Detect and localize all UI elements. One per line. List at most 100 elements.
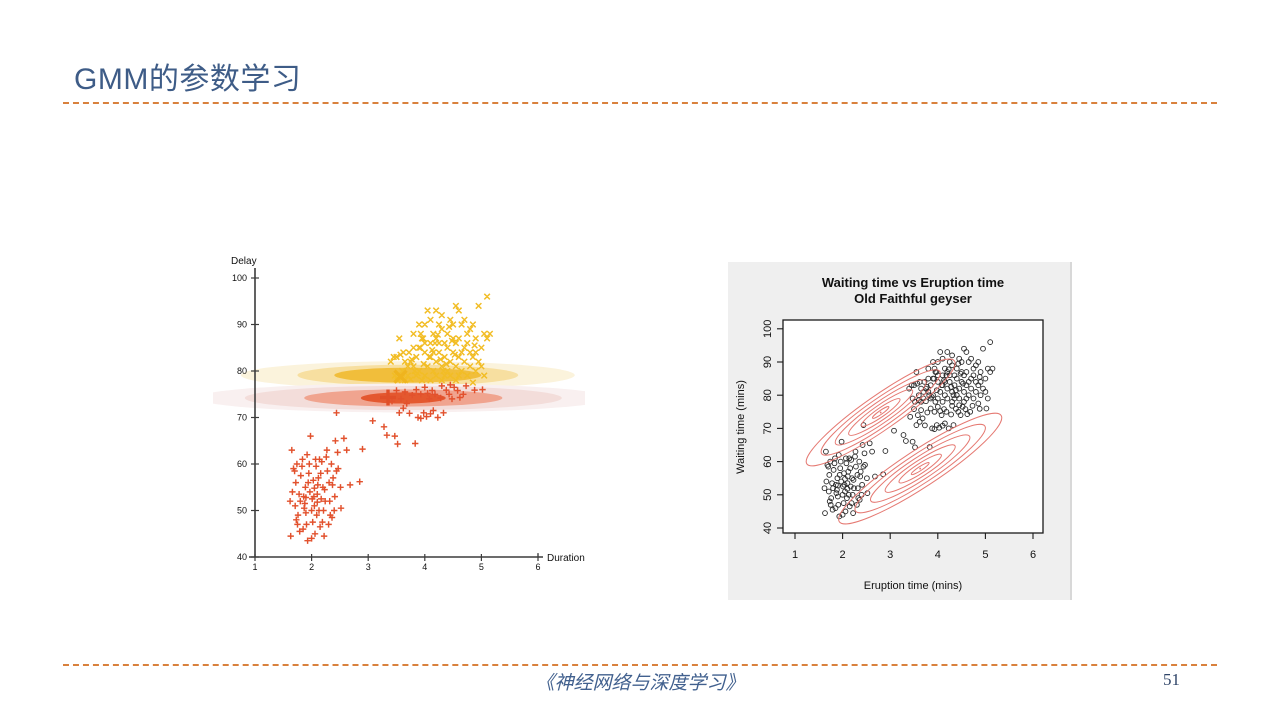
component-1-points-plus [286,381,486,544]
data-point [980,345,986,352]
data-point [977,379,984,385]
data-point [909,438,916,445]
data-point [823,478,830,485]
data-point [840,483,846,490]
old-faithful-chart-panel: Waiting time vs Eruption time Old Faithfu… [728,262,1072,600]
data-point [827,501,834,508]
data-point [927,405,934,412]
contour-ring [898,453,942,484]
data-point [848,500,855,506]
data-point [830,467,837,473]
gaussian-ellipses [213,361,585,413]
data-point [854,472,861,478]
data-point [948,411,954,418]
contour-ring [884,444,956,493]
data-point [977,369,984,375]
data-point [963,369,970,375]
data-point [945,366,952,373]
data-point [864,475,870,482]
data-point [847,483,854,490]
data-point [976,405,983,412]
contour-set-upper [805,358,956,467]
data-point [834,482,841,489]
scatter-points [821,339,996,520]
data-point [982,389,989,395]
y-axis-label: Waiting time (mins) [735,380,747,474]
data-point [951,382,958,389]
data-point [937,349,944,355]
data-point [953,375,960,382]
data-point [891,427,897,434]
data-point [956,402,963,409]
data-point [861,450,868,457]
data-point [859,442,866,448]
data-point [821,485,828,492]
data-point [862,462,868,468]
data-point [973,389,979,395]
title-divider-dashed-line [63,102,1217,104]
data-point [939,398,946,405]
gaussian-component-1-red-mean-marker [380,389,397,406]
gaussian-component-2-yellow-mean-marker [393,369,408,384]
data-point [942,420,948,427]
y-axis-label: Delay [231,256,257,267]
x-axis-label: Eruption time (mins) [864,580,962,592]
data-point [850,477,857,483]
x-tick-label: 3 [366,562,371,572]
contour-set-lower [838,412,1003,525]
data-point [958,379,965,385]
data-point [914,412,921,418]
data-point [903,438,909,444]
data-point [915,392,922,399]
data-point [934,403,941,410]
axis-ticks [251,277,539,561]
data-point [826,472,833,478]
data-point [860,463,867,470]
data-point [970,395,977,402]
data-point [907,413,914,420]
contour-center-dot [919,467,922,470]
data-point [822,510,828,516]
data-point [835,501,842,508]
data-point [918,407,924,413]
data-point [931,375,937,382]
data-point [854,501,860,508]
data-point [838,438,845,445]
data-point [944,395,951,402]
data-point [866,440,873,447]
footer-book-title: 《神经网络与深度学习》 [535,673,745,694]
component-2-points-x [387,293,494,386]
data-point [826,498,833,505]
data-point [825,463,832,470]
data-point [913,422,920,428]
data-point [931,408,938,415]
y-tick-label: 40 [237,552,247,562]
data-point [965,392,972,399]
contour-ring [860,398,901,427]
data-point [938,412,945,418]
x-tick-label: 5 [479,562,484,572]
data-point [975,359,982,365]
y-tick-label: 60 [762,455,774,467]
data-point [921,379,928,385]
y-tick-label: 40 [762,522,774,534]
data-point [968,355,974,362]
data-point [987,339,994,345]
contour-ring [871,406,890,419]
contour-ring [869,434,971,503]
data-point [837,465,844,472]
contour-ring [805,358,956,467]
data-point [825,488,832,495]
x-tick-label: 3 [887,549,893,561]
data-point [857,468,864,475]
data-point [869,448,875,455]
data-point [911,406,917,412]
footer-divider-dashed-line [63,664,1217,666]
data-point [851,485,857,492]
data-point [852,448,859,455]
y-tick-label: 70 [762,422,774,434]
data-point [837,458,844,465]
data-point [823,448,829,455]
data-point [916,418,923,425]
